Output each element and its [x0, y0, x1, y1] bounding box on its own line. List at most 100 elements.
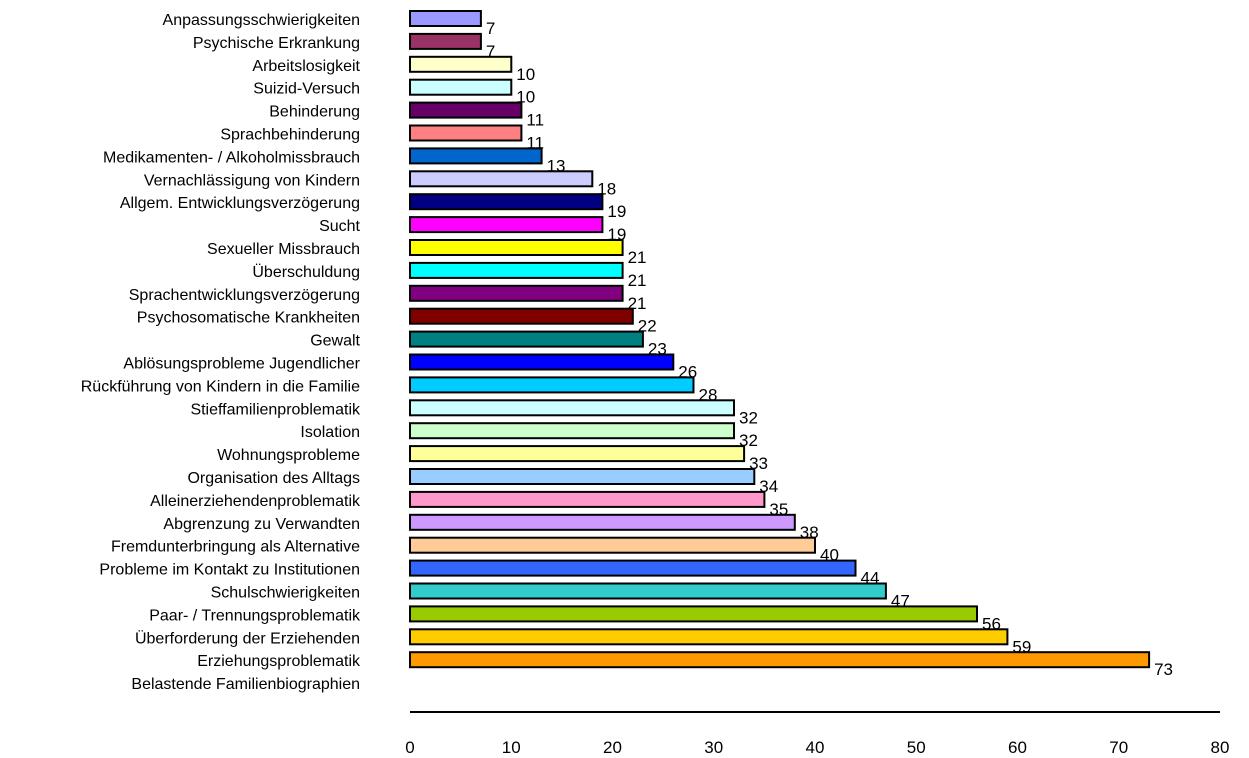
data-label: 11 — [526, 111, 544, 130]
category-label: Wohnungsprobleme — [217, 447, 360, 464]
category-label: Paar- / Trennungsproblematik — [149, 607, 361, 624]
bar — [409, 124, 523, 142]
data-label: 10 — [516, 65, 535, 84]
category-label: Sucht — [319, 218, 360, 235]
bar — [409, 628, 1009, 646]
bar — [409, 468, 756, 485]
bar — [409, 536, 816, 554]
category-label: Rückführung von Kindern in die Familie — [81, 378, 360, 395]
category-label: Sprachentwicklungsverzögerung — [129, 287, 360, 304]
category-label: Probleme im Kontakt zu Institutionen — [99, 562, 360, 579]
x-tick-label: 70 — [1109, 738, 1128, 757]
bar — [409, 422, 735, 440]
bar — [409, 216, 604, 234]
data-label: 38 — [800, 523, 819, 542]
category-label: Erziehungsproblematik — [197, 653, 361, 670]
category-label: Allgem. Entwicklungsverzögerung — [120, 195, 360, 212]
data-label: 73 — [1154, 660, 1173, 679]
bar — [409, 490, 766, 508]
category-label: Alleinerziehendenproblematik — [150, 493, 361, 510]
x-tick-label: 10 — [502, 738, 521, 757]
data-label: 28 — [699, 385, 718, 404]
category-label: Fremdunterbringung als Alternative — [111, 539, 360, 556]
data-label: 7 — [486, 42, 495, 61]
bar — [409, 513, 796, 531]
bar — [409, 170, 594, 188]
category-label: Psychische Erkrankung — [193, 35, 360, 52]
data-label: 23 — [648, 340, 667, 359]
data-label: 35 — [769, 500, 788, 519]
data-label: 32 — [739, 408, 758, 427]
data-label: 59 — [1012, 637, 1031, 656]
bar — [409, 78, 513, 96]
bar — [409, 284, 624, 302]
bar — [409, 101, 523, 119]
data-label: 11 — [526, 134, 544, 153]
category-label: Überschuldung — [252, 263, 360, 281]
category-label: Überforderung der Erziehenden — [135, 629, 360, 647]
bar — [409, 147, 543, 165]
bar — [409, 582, 887, 600]
data-label: 33 — [749, 454, 768, 473]
bars — [409, 10, 1151, 669]
data-label: 21 — [628, 294, 647, 313]
category-label: Organisation des Alltags — [187, 470, 360, 487]
category-label: Vernachlässigung von Kindern — [144, 172, 360, 189]
category-label: Belastende Familienbiographien — [131, 676, 360, 693]
bar — [409, 239, 624, 256]
data-label: 21 — [628, 271, 647, 290]
x-tick-label: 30 — [704, 738, 723, 757]
x-tick-label: 80 — [1211, 738, 1230, 757]
data-label: 44 — [861, 569, 880, 588]
value-labels: 7710101111131819192121212223262832323334… — [486, 19, 1173, 679]
bar — [409, 193, 604, 211]
bar — [409, 376, 695, 394]
category-label: Anpassungsschwierigkeiten — [163, 12, 360, 29]
bar — [409, 307, 634, 325]
x-tick-label: 40 — [806, 738, 825, 757]
category-label: Arbeitslosigkeit — [252, 58, 360, 75]
category-label: Stieffamilienproblematik — [190, 401, 361, 418]
category-label: Sprachbehinderung — [220, 127, 360, 144]
data-label: 40 — [820, 546, 839, 565]
bar — [409, 10, 482, 27]
category-label: Abgrenzung zu Verwandten — [163, 516, 360, 533]
category-label: Medikamenten- / Alkoholmissbrauch — [103, 149, 360, 166]
data-label: 19 — [607, 225, 626, 244]
data-label: 10 — [516, 88, 535, 107]
category-label: Gewalt — [310, 333, 360, 350]
category-label: Schulschwierigkeiten — [211, 585, 360, 602]
bar — [409, 399, 735, 417]
data-label: 47 — [891, 592, 910, 611]
x-tick-label: 0 — [405, 738, 414, 757]
bar — [409, 445, 746, 463]
bar — [409, 559, 857, 577]
category-label: Ablösungsprobleme Jugendlicher — [123, 356, 360, 373]
data-label: 21 — [628, 248, 647, 267]
data-label: 18 — [597, 179, 616, 198]
x-tick-label: 60 — [1008, 738, 1027, 757]
x-tick-label: 50 — [907, 738, 926, 757]
bar — [409, 261, 624, 279]
bar — [409, 651, 1151, 669]
category-labels: Anpassungsschwierigkeiten Psychische Erkr… — [81, 12, 361, 693]
data-label: 32 — [739, 431, 758, 450]
bar — [409, 605, 978, 623]
category-label: Isolation — [300, 424, 360, 441]
x-tick-labels: 0 10 20 30 40 50 60 70 80 — [405, 738, 1229, 757]
category-label: Behinderung — [269, 104, 360, 121]
bar — [409, 330, 644, 348]
bar — [409, 32, 482, 50]
data-label: 22 — [638, 317, 657, 336]
data-label: 19 — [607, 202, 626, 221]
category-label: Psychosomatische Krankheiten — [137, 310, 360, 327]
data-label: 56 — [982, 614, 1001, 633]
data-label: 13 — [547, 156, 566, 175]
data-label: 34 — [759, 477, 778, 496]
data-label: 7 — [486, 19, 495, 38]
x-tick-label: 20 — [603, 738, 622, 757]
bar — [409, 353, 675, 371]
bar — [409, 55, 513, 73]
data-label: 26 — [678, 363, 697, 382]
